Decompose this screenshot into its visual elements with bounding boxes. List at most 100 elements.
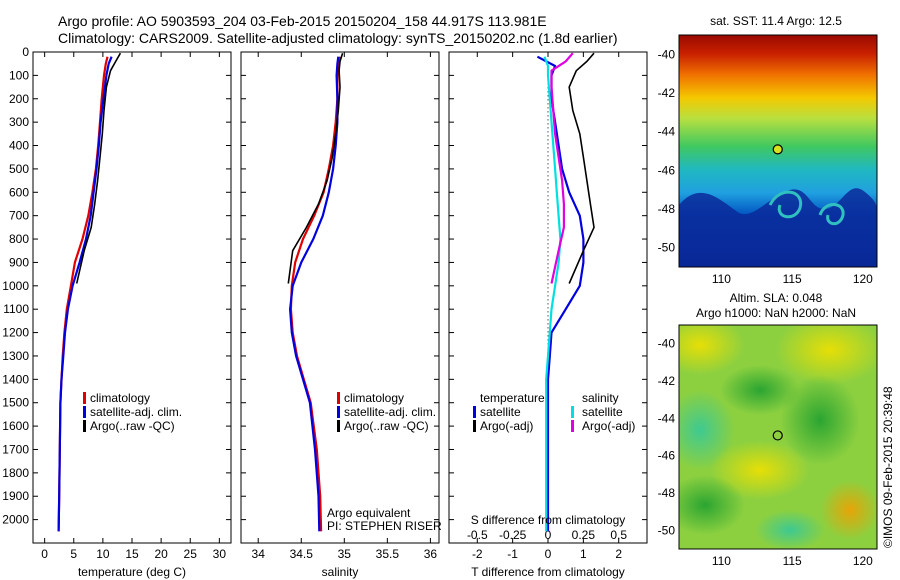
legend-swatch-temp-argo	[473, 420, 476, 432]
x-top-tick-label: 0.5	[610, 528, 627, 542]
difference-xlabel-top: S difference from climatology	[471, 513, 626, 527]
legend-swatch-sal-satellite	[571, 406, 574, 418]
y-tick-label: 1400	[2, 372, 29, 386]
x-tick-label: 35.5	[376, 547, 400, 561]
map-x-tick-label: 110	[712, 554, 731, 568]
map-x-tick-label: 120	[853, 554, 873, 568]
series-line-satellite-adj-clim-	[289, 56, 340, 532]
map-x-tick-label: 115	[783, 272, 802, 286]
temperature-plot-frame	[32, 51, 232, 544]
map-y-tick-label: -50	[658, 241, 676, 255]
y-tick-label: 300	[9, 115, 29, 129]
legend-swatch-climatology	[337, 392, 340, 404]
series-line-salinity-satellite	[543, 56, 562, 532]
legend-swatch-temp-satellite	[473, 406, 476, 418]
sst-map-frame	[678, 34, 878, 268]
map-y-tick-label: -40	[658, 337, 676, 351]
map-y-tick-label: -44	[658, 411, 676, 425]
sst-eddy-shape	[679, 188, 877, 267]
sla-map-marker	[772, 430, 783, 441]
salinity-plot-frame	[240, 51, 440, 544]
sst-map-title: sat. SST: 11.4 Argo: 12.5	[710, 14, 842, 28]
sst-eddy-swirl	[768, 190, 803, 219]
argo-equivalent-note: Argo equivalent	[327, 506, 411, 520]
temperature-legend: climatology satellite-adj. clim. Argo(..…	[83, 391, 182, 433]
y-tick-label: 1800	[2, 466, 29, 480]
legend-swatch-sal-argo	[571, 420, 574, 432]
legend-label-sal-argo: Argo(-adj)	[582, 419, 635, 433]
sla-blob	[720, 365, 800, 415]
legend-label-temp-argo: Argo(-adj)	[480, 419, 533, 433]
x-top-tick-label: 0.25	[572, 528, 596, 542]
x-top-tick-label: -0.5	[467, 528, 488, 542]
legend-label-climatology: climatology	[90, 391, 150, 405]
legend-label-argo: Argo(..raw -QC)	[344, 419, 429, 433]
y-tick-label: 1000	[2, 279, 29, 293]
sla-blob	[679, 390, 735, 470]
y-tick-label: 100	[9, 68, 29, 82]
y-tick-label: 900	[9, 255, 29, 269]
legend-swatch-satellite-adj	[83, 406, 86, 418]
legend-label-satellite-adj: satellite-adj. clim.	[344, 405, 436, 419]
series-line-temperature-satellite	[536, 55, 585, 532]
temperature-xlabel: temperature (deg C)	[78, 565, 186, 579]
pi-note: PI: STEPHEN RISER	[327, 519, 442, 533]
series-line-temperature-argo-adj-	[568, 52, 595, 284]
y-tick-label: 400	[9, 139, 29, 153]
profile-series	[57, 52, 595, 532]
x-tick-label: 10	[96, 547, 110, 561]
x-tick-label: 20	[154, 547, 168, 561]
title-line-1: Argo profile: AO 5903593_204 03-Feb-2015…	[58, 13, 547, 29]
sla-blob	[710, 440, 810, 500]
map-y-tick-label: -50	[658, 523, 676, 537]
x-tick-label: 0	[41, 547, 48, 561]
series-line-argo-raw-qc-	[75, 52, 122, 284]
x-tick-label: -1	[507, 547, 518, 561]
salinity-legend: climatology satellite-adj. clim. Argo(..…	[337, 391, 436, 433]
x-top-tick-label: 0	[545, 528, 552, 542]
x-tick-label: 5	[70, 547, 77, 561]
legend-label-sal-satellite: satellite	[582, 405, 623, 419]
x-tick-label: -2	[472, 547, 483, 561]
argo-position-marker	[772, 430, 783, 441]
y-tick-label: 1900	[2, 489, 29, 503]
x-tick-label: 34	[252, 547, 266, 561]
sla-blob	[679, 475, 745, 535]
legend-swatch-argo	[83, 420, 86, 432]
map-y-tick-label: -40	[658, 47, 676, 61]
x-tick-label: 2	[615, 547, 622, 561]
legend-swatch-satellite-adj	[337, 406, 340, 418]
x-tick-label: 35	[338, 547, 352, 561]
map-x-tick-label: 115	[783, 554, 802, 568]
y-tick-label: 200	[9, 92, 29, 106]
y-tick-label: 0	[22, 45, 29, 59]
x-tick-label: 1	[580, 547, 587, 561]
y-tick-label: 1600	[2, 419, 29, 433]
legend-swatch-climatology	[83, 392, 86, 404]
map-x-tick-label: 120	[853, 272, 873, 286]
map-y-tick-label: -42	[658, 86, 676, 100]
series-line-satellite-adj-clim-	[57, 56, 113, 532]
x-tick-label: 15	[125, 547, 139, 561]
title-line-2: Climatology: CARS2009. Satellite-adjuste…	[58, 30, 618, 46]
sla-blob	[755, 510, 825, 549]
legend-label-argo: Argo(..raw -QC)	[90, 419, 175, 433]
y-tick-label: 600	[9, 185, 29, 199]
difference-xlabel: T difference from climatology	[471, 565, 625, 579]
y-tick-label: 700	[9, 209, 29, 223]
x-tick-label: 36	[424, 547, 438, 561]
y-tick-label: 500	[9, 162, 29, 176]
difference-legend: temperature satellite Argo(-adj) salinit…	[473, 391, 635, 433]
sla-blob	[780, 375, 860, 465]
map-y-tick-label: -48	[658, 486, 676, 500]
x-top-tick-label: -0.25	[499, 528, 527, 542]
map-y-tick-label: -46	[658, 163, 676, 177]
y-tick-label: 1200	[2, 326, 29, 340]
x-tick-label: 25	[184, 547, 198, 561]
x-tick-label: 34.5	[290, 547, 314, 561]
y-tick-label: 1100	[3, 302, 29, 316]
sla-map-title: Altim. SLA: 0.048	[730, 291, 823, 305]
x-tick-label: 30	[213, 547, 227, 561]
legend-label-satellite-adj: satellite-adj. clim.	[90, 405, 182, 419]
